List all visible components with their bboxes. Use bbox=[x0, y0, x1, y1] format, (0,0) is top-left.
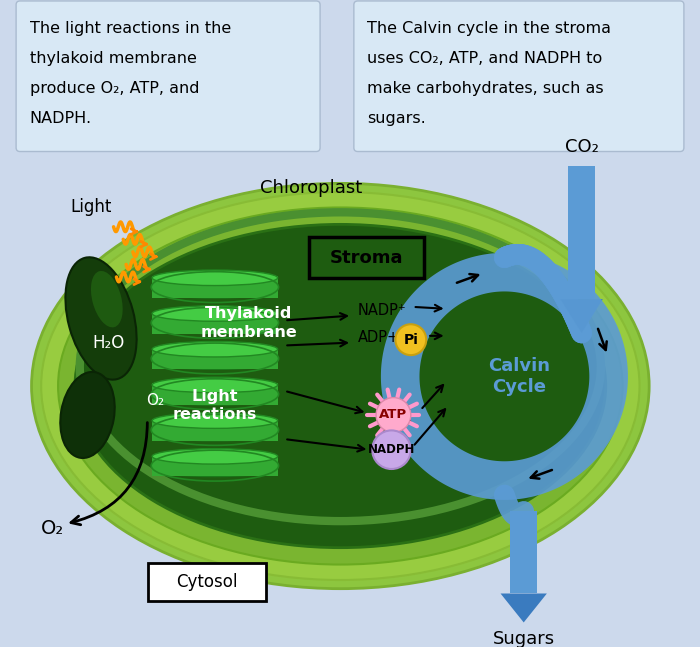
Text: NADPH: NADPH bbox=[368, 443, 415, 456]
Bar bbox=[152, 276, 278, 298]
Ellipse shape bbox=[152, 342, 278, 357]
FancyBboxPatch shape bbox=[16, 1, 320, 151]
Circle shape bbox=[376, 398, 411, 432]
Ellipse shape bbox=[152, 306, 278, 322]
Bar bbox=[152, 455, 278, 476]
Text: Stroma: Stroma bbox=[330, 248, 403, 267]
Ellipse shape bbox=[60, 372, 115, 458]
Text: Pi: Pi bbox=[403, 333, 418, 347]
Text: O₂: O₂ bbox=[146, 393, 164, 408]
Polygon shape bbox=[381, 253, 628, 500]
Ellipse shape bbox=[152, 448, 278, 464]
Ellipse shape bbox=[65, 258, 136, 380]
Text: Light
reactions: Light reactions bbox=[173, 388, 257, 422]
Ellipse shape bbox=[75, 225, 606, 547]
Bar bbox=[152, 312, 278, 334]
Ellipse shape bbox=[41, 192, 640, 580]
Bar bbox=[510, 512, 537, 593]
Ellipse shape bbox=[152, 392, 278, 406]
FancyBboxPatch shape bbox=[354, 1, 684, 151]
Text: NADP⁺: NADP⁺ bbox=[358, 303, 406, 318]
Text: thylakoid membrane: thylakoid membrane bbox=[29, 51, 197, 66]
Text: Thylakoid
membrane: Thylakoid membrane bbox=[200, 307, 297, 340]
Ellipse shape bbox=[152, 428, 278, 441]
Text: The light reactions in the: The light reactions in the bbox=[29, 21, 231, 36]
Ellipse shape bbox=[91, 271, 122, 327]
Text: O₂: O₂ bbox=[41, 520, 64, 538]
Text: Cytosol: Cytosol bbox=[176, 573, 238, 591]
Ellipse shape bbox=[58, 208, 622, 565]
Text: uses CO₂, ATP, and NADPH to: uses CO₂, ATP, and NADPH to bbox=[368, 51, 603, 66]
Bar bbox=[152, 347, 278, 369]
Polygon shape bbox=[500, 593, 547, 622]
Ellipse shape bbox=[152, 356, 278, 370]
Text: sugars.: sugars. bbox=[368, 111, 426, 126]
Text: ATP: ATP bbox=[379, 408, 407, 421]
FancyBboxPatch shape bbox=[148, 563, 266, 601]
Ellipse shape bbox=[152, 463, 278, 477]
Ellipse shape bbox=[152, 377, 278, 393]
Text: produce O₂, ATP, and: produce O₂, ATP, and bbox=[29, 81, 199, 96]
Ellipse shape bbox=[152, 320, 278, 334]
Polygon shape bbox=[561, 299, 603, 333]
Text: NADPH.: NADPH. bbox=[29, 111, 92, 126]
Text: Calvin
Cycle: Calvin Cycle bbox=[488, 357, 550, 396]
Text: make carbohydrates, such as: make carbohydrates, such as bbox=[368, 81, 604, 96]
Text: Sugars: Sugars bbox=[493, 630, 555, 647]
Text: Light: Light bbox=[71, 199, 112, 217]
Bar bbox=[152, 384, 278, 405]
Ellipse shape bbox=[32, 183, 649, 589]
Ellipse shape bbox=[152, 270, 278, 285]
Text: Chloroplast: Chloroplast bbox=[260, 179, 363, 197]
Text: The Calvin cycle in the stroma: The Calvin cycle in the stroma bbox=[368, 21, 611, 36]
Text: CO₂: CO₂ bbox=[565, 138, 598, 157]
Circle shape bbox=[372, 430, 411, 469]
Text: ADP+: ADP+ bbox=[358, 330, 400, 345]
Bar bbox=[152, 419, 278, 441]
Circle shape bbox=[395, 324, 426, 355]
Ellipse shape bbox=[152, 413, 278, 428]
Bar bbox=[568, 166, 595, 299]
Ellipse shape bbox=[152, 285, 278, 299]
Text: H₂O: H₂O bbox=[92, 334, 125, 351]
